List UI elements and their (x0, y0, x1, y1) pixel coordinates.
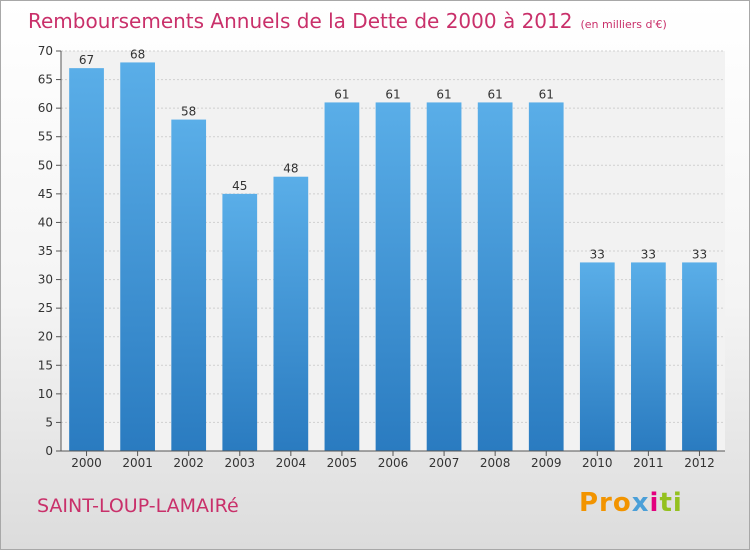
brand-part-3: i (649, 488, 660, 518)
bar (324, 102, 360, 451)
bar-value-label: 33 (641, 247, 656, 261)
bar-value-label: 61 (539, 87, 554, 101)
bar-value-label: 68 (130, 47, 145, 61)
x-tick-label: 2012 (684, 456, 715, 470)
bar-value-label: 61 (436, 87, 451, 101)
x-tick-label: 2002 (173, 456, 204, 470)
x-tick-label: 2001 (122, 456, 153, 470)
bar-value-label: 61 (334, 87, 349, 101)
y-tick-label: 45 (38, 187, 53, 201)
y-tick-label: 35 (38, 244, 53, 258)
x-tick-label: 2009 (531, 456, 562, 470)
bar-value-label: 67 (79, 53, 94, 67)
commune-name: SAINT-LOUP-LAMAIRé (37, 495, 239, 517)
bar-value-label: 58 (181, 105, 196, 119)
y-tick-label: 70 (38, 44, 53, 58)
brand-part-1: Pro (579, 488, 632, 518)
chart-subtitle: (en milliers d'€) (580, 18, 667, 31)
bar-value-label: 45 (232, 179, 247, 193)
y-tick-label: 40 (38, 215, 53, 229)
x-tick-label: 2004 (276, 456, 307, 470)
bar-value-label: 61 (488, 87, 503, 101)
y-tick-label: 60 (38, 101, 53, 115)
bar (69, 68, 104, 452)
bar (426, 102, 462, 451)
x-tick-label: 2010 (582, 456, 613, 470)
brand-part-2: x (631, 488, 650, 518)
chart-title-text: Remboursements Annuels de la Dette de 20… (28, 9, 573, 33)
bar (222, 193, 258, 451)
chart-title: Remboursements Annuels de la Dette de 20… (28, 9, 667, 33)
bar-value-label: 48 (283, 162, 298, 176)
bar (579, 262, 615, 451)
bar-value-label: 33 (692, 247, 707, 261)
bar (477, 102, 513, 451)
x-tick-label: 2003 (224, 456, 255, 470)
y-tick-label: 50 (38, 158, 53, 172)
bar-value-label: 33 (590, 247, 605, 261)
y-tick-label: 20 (38, 330, 53, 344)
x-tick-label: 2005 (327, 456, 358, 470)
x-tick-label: 2000 (71, 456, 102, 470)
y-tick-label: 25 (38, 301, 53, 315)
bar (528, 102, 564, 451)
x-tick-label: 2008 (480, 456, 511, 470)
bars: 67 68 58 45 48 61 61 61 61 61 33 33 33 (69, 47, 717, 452)
x-axis: 2000 2001 2002 2003 2004 2005 2006 2007 2008 2009… (61, 450, 725, 470)
y-tick-label: 65 (38, 73, 53, 87)
x-tick-label: 2011 (633, 456, 664, 470)
bar (682, 262, 717, 451)
y-tick-label: 15 (38, 358, 53, 372)
y-tick-label: 55 (38, 130, 53, 144)
x-tick-label: 2006 (378, 456, 409, 470)
bar-value-label: 61 (385, 87, 400, 101)
bar (171, 119, 207, 452)
y-tick-label: 30 (38, 273, 53, 287)
y-tick-label: 0 (45, 444, 53, 458)
bar (631, 262, 666, 451)
y-tick-label: 10 (38, 387, 53, 401)
brand-part-4: ti (659, 488, 683, 518)
brand-logo: Proxiti (579, 488, 683, 518)
x-tick-label: 2007 (429, 456, 460, 470)
bar (375, 102, 411, 451)
bar (273, 176, 309, 451)
y-tick-label: 5 (45, 415, 53, 429)
bar (120, 62, 155, 452)
y-axis: 0 5 10 15 20 25 30 35 40 45 50 55 60 65 70 (38, 44, 62, 458)
